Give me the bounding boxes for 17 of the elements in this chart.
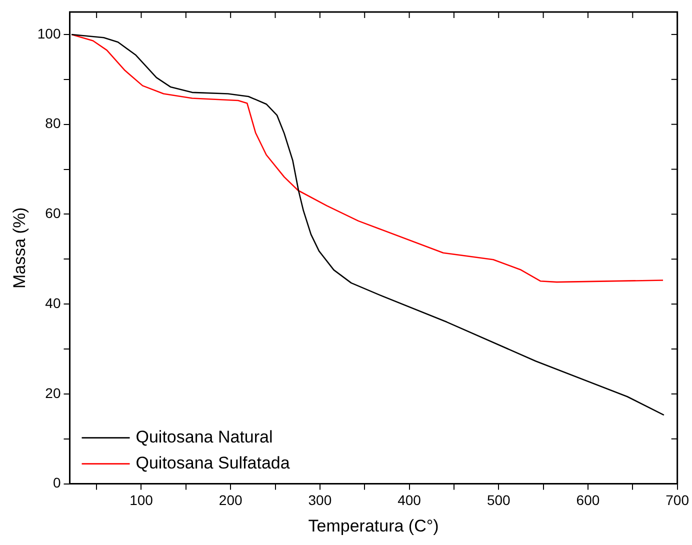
- y-tick-label: 100: [37, 25, 61, 42]
- x-axis-title: Temperatura (C°): [308, 516, 439, 536]
- x-tick-label: 100: [130, 492, 154, 508]
- y-tick-label: 80: [45, 115, 61, 132]
- x-tick-label: 700: [666, 492, 690, 508]
- y-tick-label: 20: [45, 384, 61, 401]
- legend-label: Quitosana Natural: [136, 427, 273, 446]
- x-tick-label: 500: [486, 492, 511, 508]
- y-tick-label: 40: [45, 294, 61, 311]
- x-tick-label: 400: [398, 492, 422, 508]
- x-tick-label: 600: [576, 492, 600, 508]
- y-axis-title: Massa (%): [10, 207, 29, 289]
- x-tick-label: 300: [308, 492, 332, 508]
- y-tick-label: 0: [52, 474, 61, 491]
- legend-label: Quitosana Sulfatada: [136, 453, 290, 472]
- x-tick-label: 200: [218, 492, 242, 508]
- y-tick-label: 60: [45, 205, 61, 222]
